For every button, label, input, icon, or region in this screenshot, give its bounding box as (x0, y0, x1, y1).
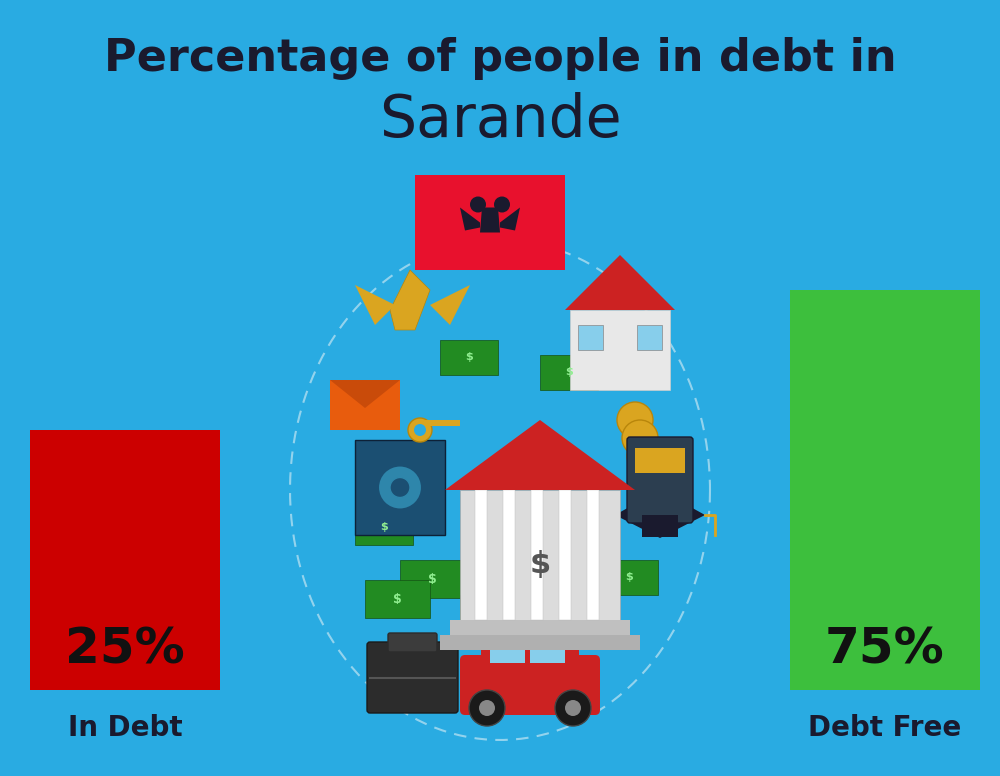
Polygon shape (565, 255, 675, 310)
FancyBboxPatch shape (790, 290, 980, 690)
FancyBboxPatch shape (637, 325, 662, 350)
Ellipse shape (290, 240, 710, 740)
FancyBboxPatch shape (530, 638, 565, 663)
FancyBboxPatch shape (635, 448, 685, 473)
Circle shape (555, 690, 591, 726)
Text: $: $ (465, 352, 473, 362)
Circle shape (622, 420, 658, 456)
Polygon shape (445, 420, 635, 490)
Text: Percentage of people in debt in: Percentage of people in debt in (104, 36, 896, 79)
Text: 75%: 75% (825, 626, 945, 674)
FancyBboxPatch shape (540, 355, 598, 390)
Circle shape (632, 456, 668, 492)
FancyBboxPatch shape (355, 510, 413, 545)
Polygon shape (330, 380, 400, 408)
Text: Sarande: Sarande (379, 92, 621, 148)
Text: $: $ (488, 608, 496, 621)
Circle shape (479, 700, 495, 716)
FancyBboxPatch shape (531, 490, 543, 620)
Circle shape (469, 690, 505, 726)
FancyBboxPatch shape (460, 595, 525, 633)
FancyBboxPatch shape (420, 420, 460, 426)
FancyBboxPatch shape (481, 628, 579, 671)
FancyBboxPatch shape (330, 380, 400, 430)
FancyBboxPatch shape (355, 440, 445, 535)
Text: In Debt: In Debt (68, 714, 182, 742)
Text: $: $ (538, 622, 546, 636)
Polygon shape (430, 285, 470, 325)
Polygon shape (480, 207, 500, 233)
Polygon shape (355, 285, 395, 325)
FancyBboxPatch shape (578, 325, 603, 350)
FancyBboxPatch shape (503, 490, 515, 620)
Text: $: $ (428, 573, 436, 586)
Text: $: $ (565, 367, 573, 377)
FancyBboxPatch shape (440, 635, 640, 650)
Circle shape (565, 700, 581, 716)
Polygon shape (460, 207, 480, 230)
FancyBboxPatch shape (388, 633, 437, 652)
FancyBboxPatch shape (642, 515, 678, 537)
Text: Debt Free: Debt Free (808, 714, 962, 742)
FancyBboxPatch shape (460, 655, 600, 715)
FancyBboxPatch shape (30, 430, 220, 690)
Circle shape (414, 424, 426, 436)
FancyBboxPatch shape (365, 580, 430, 618)
FancyBboxPatch shape (367, 642, 458, 713)
Text: $: $ (625, 572, 633, 582)
Text: 25%: 25% (65, 626, 185, 674)
FancyBboxPatch shape (475, 490, 487, 620)
FancyBboxPatch shape (627, 437, 693, 523)
Polygon shape (500, 207, 520, 230)
FancyBboxPatch shape (587, 490, 599, 620)
Text: $: $ (529, 550, 551, 580)
FancyBboxPatch shape (450, 620, 630, 635)
Circle shape (390, 477, 410, 497)
Circle shape (378, 466, 422, 510)
Circle shape (408, 418, 432, 442)
Polygon shape (390, 270, 430, 330)
Polygon shape (615, 490, 705, 538)
Circle shape (494, 196, 510, 213)
Text: $: $ (393, 593, 401, 605)
FancyBboxPatch shape (490, 638, 525, 663)
Circle shape (627, 438, 663, 474)
FancyBboxPatch shape (460, 490, 620, 620)
Circle shape (470, 196, 486, 213)
Circle shape (495, 585, 511, 601)
FancyBboxPatch shape (415, 175, 565, 270)
FancyBboxPatch shape (440, 340, 498, 375)
Circle shape (617, 402, 653, 438)
FancyBboxPatch shape (510, 610, 575, 648)
FancyBboxPatch shape (600, 560, 658, 595)
FancyBboxPatch shape (400, 560, 465, 598)
Text: $: $ (380, 522, 388, 532)
FancyBboxPatch shape (559, 490, 571, 620)
FancyBboxPatch shape (570, 310, 670, 390)
Circle shape (472, 582, 508, 618)
